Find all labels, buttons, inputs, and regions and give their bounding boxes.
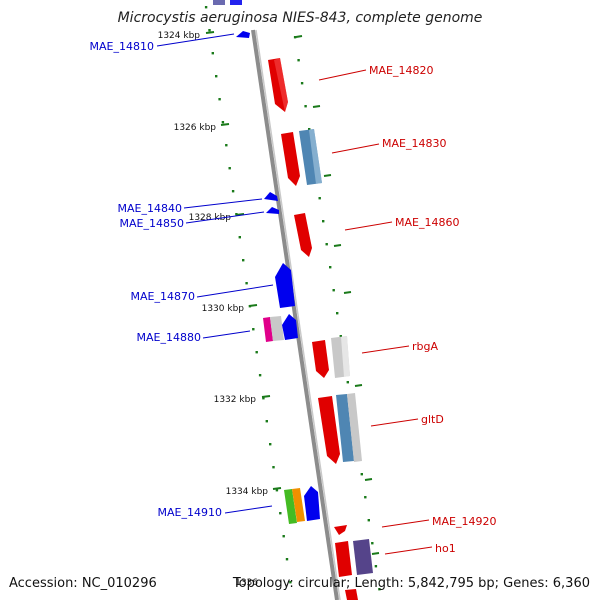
scale-dot bbox=[339, 335, 342, 338]
scale-tick-label: 1336 bbox=[235, 578, 258, 588]
scale-dot bbox=[378, 588, 381, 591]
scale-tick-label: 1324 kbp bbox=[158, 31, 201, 41]
gene-arrow-mae-14870[interactable] bbox=[275, 263, 295, 308]
gene-label-mae-14820[interactable]: MAE_14820 bbox=[369, 64, 433, 77]
scale-dot bbox=[371, 542, 374, 545]
scale-tick-label: 1332 kbp bbox=[214, 395, 257, 405]
gene-arrow-mae-14820[interactable] bbox=[268, 58, 288, 112]
gene-arrow-mae-14920[interactable] bbox=[334, 525, 347, 535]
scale-dot bbox=[269, 443, 272, 446]
scale-dot bbox=[225, 144, 228, 147]
gene-labels: MAE_14810 MAE_14820 MAE_14830 MAE_14840 … bbox=[90, 40, 497, 555]
scale-dot bbox=[360, 473, 363, 476]
map-title: Microcystis aeruginosa NIES-843, complet… bbox=[118, 10, 483, 26]
scale-tick-mark bbox=[248, 304, 258, 307]
scale-dot bbox=[238, 236, 241, 239]
scale-dot bbox=[272, 466, 275, 469]
scale-dot bbox=[308, 128, 311, 131]
genome-backbone-highlight bbox=[255, 29, 341, 600]
gene-arrow-mae-14910[interactable] bbox=[284, 486, 320, 524]
scale-dot bbox=[218, 98, 221, 101]
scale-dot bbox=[297, 59, 300, 62]
scale-dot bbox=[300, 82, 304, 85]
gene-arrow-mae-14830[interactable] bbox=[281, 129, 322, 186]
gene-label-mae-14880[interactable]: MAE_14880 bbox=[137, 331, 201, 344]
scale-dot bbox=[329, 266, 332, 269]
scale-tick-label: 1326 kbp bbox=[174, 123, 217, 133]
scale-dot bbox=[242, 259, 245, 262]
scale-dot bbox=[285, 558, 289, 561]
gene-label-gltd[interactable]: gltD bbox=[421, 413, 444, 426]
gene-label-mae-14870[interactable]: MAE_14870 bbox=[131, 290, 195, 303]
scale-dot bbox=[336, 312, 339, 315]
gene-arrow-ho1[interactable] bbox=[335, 539, 373, 600]
gene-glyphs bbox=[213, 0, 373, 600]
scale-dot bbox=[275, 489, 279, 492]
scale-dot bbox=[346, 381, 349, 384]
scale-dot bbox=[367, 519, 370, 522]
label-leader-lines bbox=[156, 33, 433, 555]
scale-tick-label: 1330 kbp bbox=[202, 304, 245, 314]
gene-arrow-mae-14840[interactable] bbox=[264, 192, 278, 201]
gene-label-mae-14920[interactable]: MAE_14920 bbox=[432, 515, 496, 528]
scale-dot bbox=[289, 581, 292, 584]
scale-tick-mark bbox=[235, 213, 245, 216]
scale-dot bbox=[255, 351, 258, 354]
genome-backbone bbox=[251, 29, 339, 600]
gene-arrow-rbga[interactable] bbox=[312, 336, 350, 378]
scale-dot bbox=[374, 565, 378, 568]
scale-dot bbox=[231, 190, 235, 193]
gene-label-ho1[interactable]: ho1 bbox=[435, 542, 456, 555]
scale-dot bbox=[258, 374, 262, 377]
scale-tick-mark bbox=[220, 123, 230, 126]
gene-arrow-mae-14860[interactable] bbox=[294, 213, 312, 257]
scale-dot bbox=[215, 75, 218, 78]
scale-dot bbox=[304, 105, 307, 108]
scale-tick-label: 1334 kbp bbox=[226, 487, 269, 497]
scale-dot bbox=[332, 289, 335, 292]
accession-text: Accession: NC_010296 bbox=[9, 576, 157, 591]
gene-label-mae-14830[interactable]: MAE_14830 bbox=[382, 137, 446, 150]
scale-tick-label: 1328 kbp bbox=[189, 213, 232, 223]
gene-arrow-mae-14810[interactable] bbox=[236, 31, 250, 38]
scale-dot bbox=[325, 243, 328, 246]
scale-ticks: 1324 kbp 1326 kbp 1328 kbp 1330 kbp 1332… bbox=[158, 31, 380, 588]
gene-arrow-mae-14850[interactable] bbox=[266, 207, 279, 214]
gene-label-mae-14840[interactable]: MAE_14840 bbox=[118, 202, 182, 215]
scale-dot bbox=[208, 29, 211, 32]
scale-dot bbox=[228, 167, 231, 170]
scale-tick-mark bbox=[205, 31, 215, 34]
gene-label-mae-14910[interactable]: MAE_14910 bbox=[158, 506, 222, 519]
gene-label-mae-14850[interactable]: MAE_14850 bbox=[120, 217, 184, 230]
scale-dot bbox=[265, 420, 268, 423]
scale-dot bbox=[293, 36, 297, 39]
scale-dot bbox=[245, 282, 248, 285]
gene-label-mae-14860[interactable]: MAE_14860 bbox=[395, 216, 459, 229]
scale-dot bbox=[318, 197, 321, 200]
scale-dot bbox=[252, 328, 255, 331]
scale-dot bbox=[262, 397, 265, 400]
gene-label-mae-14810[interactable]: MAE_14810 bbox=[90, 40, 154, 53]
scale-tick-mark bbox=[261, 395, 271, 398]
topology-text: Topology: circular; Length: 5,842,795 bp… bbox=[232, 576, 590, 591]
gene-arrow-clipped-top[interactable] bbox=[213, 0, 242, 5]
scale-dot bbox=[322, 220, 325, 223]
scale-dot bbox=[204, 6, 208, 9]
gene-label-rbga[interactable]: rbgA bbox=[412, 340, 438, 353]
gene-arrow-gltd[interactable] bbox=[318, 393, 362, 464]
scale-dot bbox=[279, 512, 282, 515]
scale-dot bbox=[221, 121, 225, 124]
scale-dot bbox=[364, 496, 367, 499]
gene-arrow-mae-14880[interactable] bbox=[263, 314, 298, 342]
scale-tick-mark bbox=[272, 487, 282, 490]
scale-dot bbox=[211, 52, 214, 55]
scale-dot bbox=[282, 535, 285, 538]
